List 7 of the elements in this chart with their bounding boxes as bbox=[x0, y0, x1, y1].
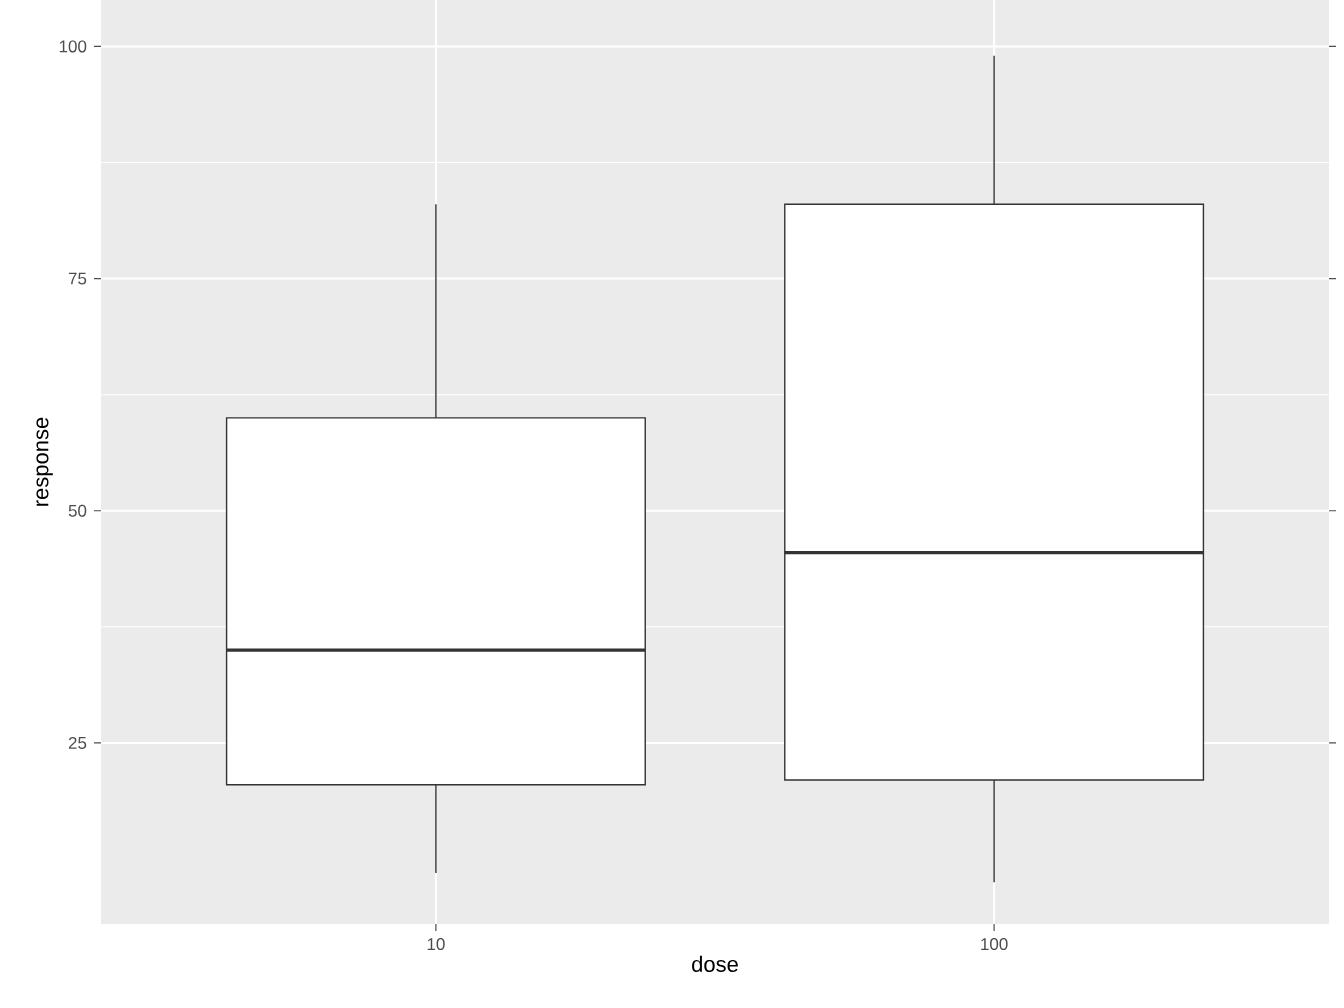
y-tick-label: 50 bbox=[68, 504, 87, 517]
y-tick-label: 25 bbox=[68, 736, 87, 749]
y-tick-label: 75 bbox=[68, 272, 87, 285]
x-tick-label: 10 bbox=[427, 938, 445, 951]
y-axis-title: response bbox=[36, 417, 53, 506]
y-tick-label: 100 bbox=[59, 40, 87, 53]
x-axis-title: dose bbox=[692, 955, 738, 972]
